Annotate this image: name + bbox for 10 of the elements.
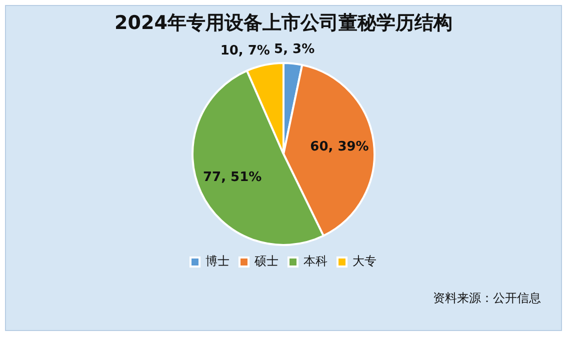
legend-label: 本科: [304, 254, 328, 268]
legend-label: 大专: [352, 254, 376, 268]
chart-title: 2024年专用设备上市公司董秘学历结构: [114, 11, 454, 36]
legend-label: 博士: [206, 254, 230, 268]
legend-label: 硕士: [254, 254, 278, 268]
data-label: 10, 7%: [220, 44, 270, 59]
data-label: 77, 51%: [202, 170, 262, 186]
data-label: 60, 39%: [310, 139, 369, 154]
data-label: 5, 3%: [274, 42, 315, 57]
text: 资料来源：公开信息: [433, 290, 541, 307]
